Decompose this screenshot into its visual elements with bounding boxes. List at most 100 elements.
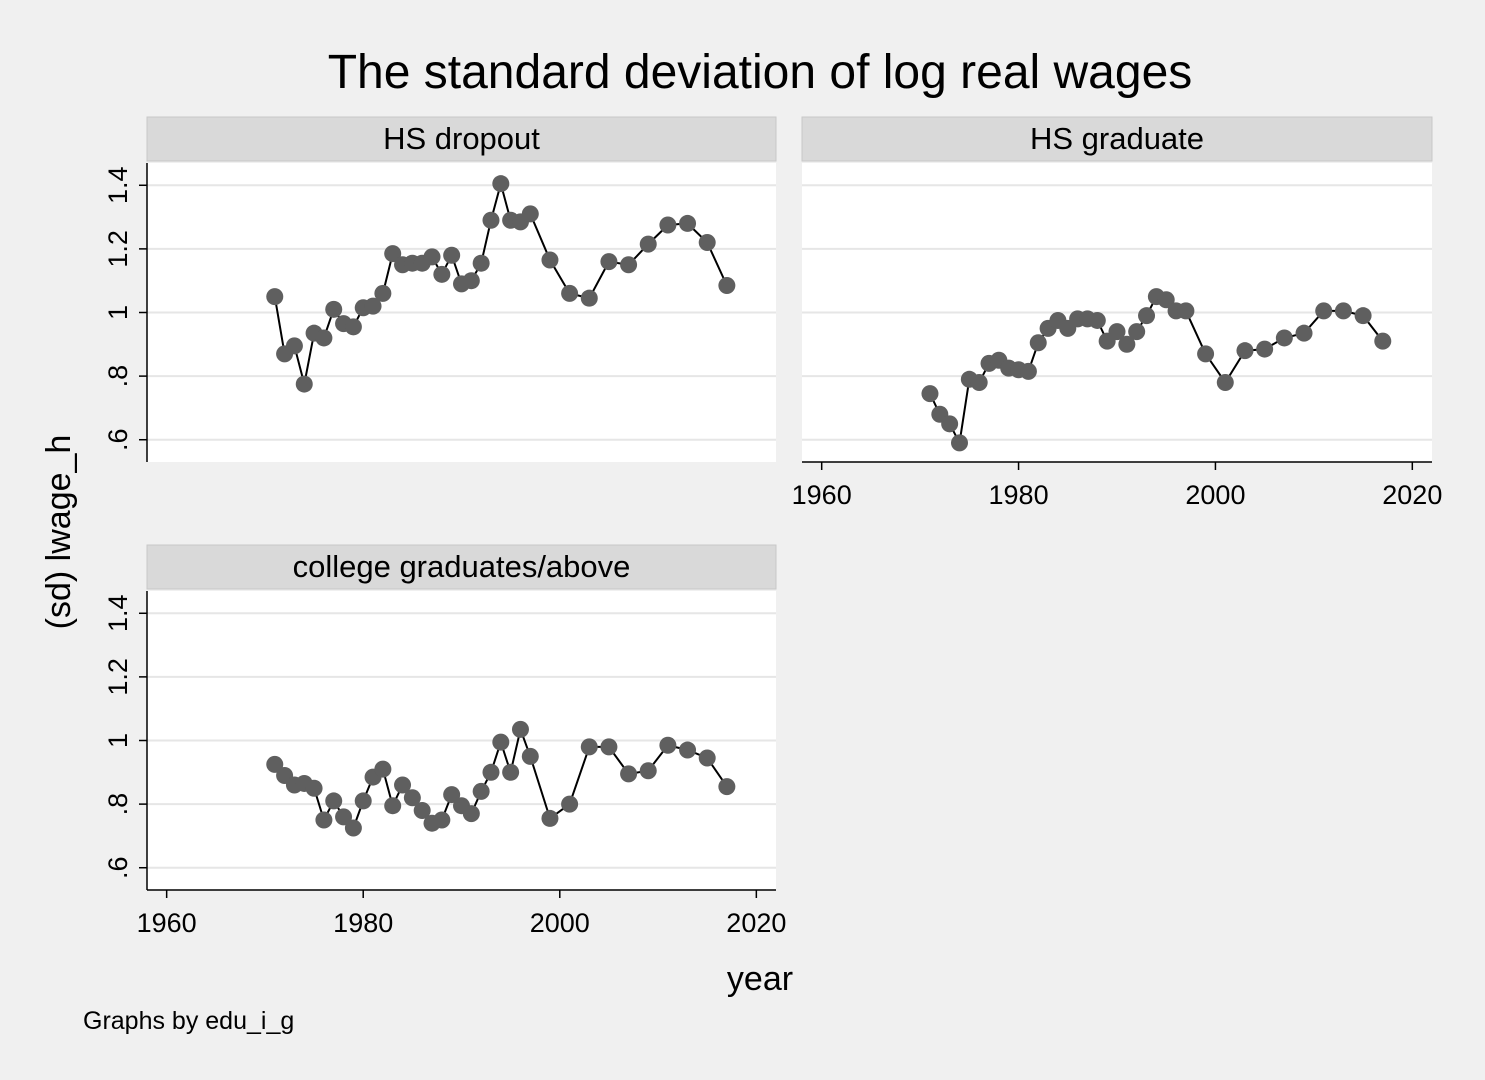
data-point (679, 214, 697, 232)
data-point (659, 736, 677, 754)
x-tick-label: 1960 (137, 908, 197, 938)
data-point (541, 251, 559, 269)
x-tick-label: 1960 (792, 480, 852, 510)
data-point (305, 779, 323, 797)
y-tick-label: 1.2 (103, 230, 133, 268)
y-tick-label: .8 (103, 365, 133, 388)
data-point (344, 819, 362, 837)
x-tick-label: 2000 (1185, 480, 1245, 510)
data-point (561, 795, 579, 813)
x-tick-label: 2020 (726, 908, 786, 938)
data-point (951, 434, 968, 452)
x-tick-label: 2020 (1382, 480, 1442, 510)
x-tick-label: 1980 (989, 480, 1049, 510)
data-point (1354, 307, 1372, 325)
y-tick-label: .8 (103, 793, 133, 816)
data-point (462, 805, 480, 823)
data-point (541, 809, 559, 827)
y-tick-label: 1 (103, 733, 133, 748)
data-point (492, 733, 510, 751)
data-point (433, 811, 451, 829)
y-tick-label: .6 (103, 428, 133, 451)
data-point (1118, 335, 1136, 353)
data-point (1216, 373, 1234, 391)
data-point (521, 205, 539, 223)
data-point (698, 749, 716, 767)
data-point (1138, 307, 1156, 325)
panel-2: college graduates/above .6 .8 1 1.2 1.4 1960 19… (103, 544, 786, 938)
data-point (295, 375, 313, 393)
data-point (1177, 302, 1195, 320)
data-point (1128, 323, 1146, 341)
data-point (325, 300, 343, 318)
panel-strip (146, 544, 777, 590)
data-point (1088, 311, 1106, 329)
data-point (1236, 342, 1254, 360)
panel-strip-label: HS graduate (1030, 121, 1204, 156)
panel-1: HS graduate 1960 1980 2000 2020 (792, 116, 1442, 510)
data-point (698, 234, 716, 252)
data-point (384, 797, 402, 815)
graphs-note: Graphs by edu_i_g (83, 1007, 294, 1035)
x-tick-label: 1980 (333, 908, 393, 938)
data-point (374, 284, 392, 302)
panel-strip (146, 116, 777, 162)
data-point (1019, 362, 1037, 380)
y-tick-label: 1 (103, 305, 133, 320)
data-point (921, 385, 939, 403)
data-point (315, 329, 333, 347)
data-point (394, 776, 412, 794)
panels-group: HS dropout .6 .8 1 1.2 1.4 HS graduate 1960 1980… (103, 116, 1442, 938)
data-point (443, 786, 461, 804)
data-point (266, 755, 284, 773)
y-tick-label: .6 (103, 856, 133, 879)
data-point (580, 289, 598, 307)
data-point (462, 272, 480, 290)
chart-title: The standard deviation of log real wages (328, 46, 1193, 99)
data-point (423, 248, 441, 266)
y-tick-label: 1.2 (103, 658, 133, 696)
data-point (384, 245, 402, 263)
data-point (364, 297, 382, 315)
x-tick-label: 2000 (530, 908, 590, 938)
data-point (521, 747, 539, 765)
data-point (1374, 332, 1392, 350)
data-point (970, 373, 988, 391)
data-point (941, 415, 959, 433)
panel-strip-label: college graduates/above (293, 549, 631, 584)
data-point (679, 741, 697, 759)
data-point (718, 778, 736, 796)
data-point (600, 738, 618, 756)
data-point (413, 801, 431, 819)
data-point (1197, 345, 1215, 363)
data-point (472, 254, 490, 272)
data-point (600, 253, 618, 271)
data-point (639, 762, 657, 780)
data-point (1315, 302, 1333, 320)
data-point (443, 246, 461, 264)
data-point (511, 720, 529, 738)
data-point (374, 760, 392, 778)
data-point (1295, 324, 1313, 342)
data-point (344, 318, 362, 336)
data-point (620, 256, 638, 274)
data-point (620, 765, 638, 783)
data-point (580, 738, 598, 756)
panel-0: HS dropout .6 .8 1 1.2 1.4 (103, 116, 777, 462)
data-point (1108, 323, 1126, 341)
x-axis-label: year (727, 960, 793, 998)
data-point (325, 792, 343, 810)
y-tick-label: 1.4 (103, 166, 133, 204)
data-point (315, 811, 333, 829)
y-tick-label: 1.4 (103, 594, 133, 632)
data-point (482, 763, 500, 781)
data-point (659, 216, 677, 234)
data-point (403, 789, 421, 807)
data-point (285, 337, 303, 355)
data-point (492, 175, 510, 193)
data-point (718, 276, 736, 294)
data-point (482, 211, 500, 229)
y-axis-label: (sd) lwage_h (40, 435, 78, 630)
data-point (472, 782, 490, 800)
